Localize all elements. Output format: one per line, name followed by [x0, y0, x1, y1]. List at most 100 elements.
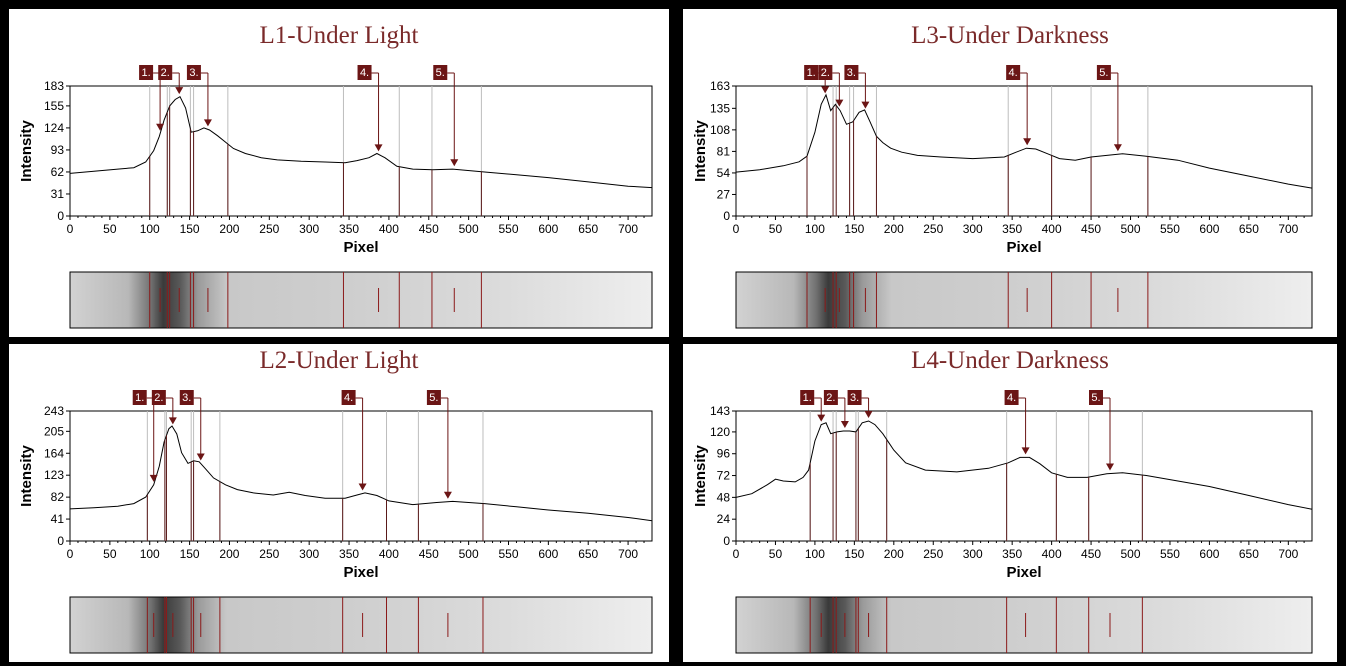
y-tick-label: 120: [710, 425, 730, 439]
peak-marker: [433, 65, 448, 80]
peak-marker-label: 3.: [847, 67, 856, 79]
y-tick-label: 0: [723, 534, 730, 548]
x-tick-label: 200: [219, 222, 239, 236]
peak-marker-label: 2.: [821, 67, 830, 79]
peak-marker: [804, 65, 819, 80]
peak-marker: [132, 390, 147, 405]
peak-marker-label: 4.: [1007, 392, 1016, 404]
peak-arrow-head: [156, 123, 165, 131]
x-tick-label: 50: [103, 222, 117, 236]
peak-marker-label: 5.: [1091, 392, 1100, 404]
gel-strip: [735, 271, 1313, 329]
gel-strip: [735, 596, 1313, 654]
x-tick-label: 400: [379, 222, 399, 236]
peak-marker: [426, 390, 441, 405]
x-tick-label: 400: [1042, 547, 1062, 561]
x-tick-label: 200: [884, 222, 904, 236]
x-tick-label: 150: [180, 222, 200, 236]
peak-marker: [158, 65, 173, 80]
y-tick-label: 205: [44, 424, 64, 438]
peak-marker-label: 5.: [429, 392, 438, 404]
y-tick-label: 31: [51, 187, 65, 201]
x-tick-label: 350: [1002, 547, 1022, 561]
peak-marker: [1089, 390, 1104, 405]
peak-arrow-head: [1021, 447, 1030, 455]
y-tick-label: 0: [723, 209, 730, 223]
peak-arrow-head: [821, 86, 830, 94]
x-tick-label: 0: [733, 547, 740, 561]
plot-area: [69, 85, 653, 217]
peak-arrow-head: [203, 119, 212, 127]
chart-svg: L1-Under Light 0 31 62 93 124 155 183 0 50 100 150 2…: [18, 22, 653, 329]
peak-arrow-head: [196, 453, 205, 461]
x-tick-label: 600: [538, 222, 558, 236]
x-axis-label: Pixel: [1006, 564, 1041, 581]
chart-title: L1-Under Light: [260, 22, 419, 49]
peak-marker-label: 1.: [803, 392, 812, 404]
x-tick-label: 700: [618, 547, 638, 561]
x-tick-label: 600: [1199, 547, 1219, 561]
x-tick-label: 700: [618, 222, 638, 236]
y-axis-label: Intensity: [692, 120, 709, 182]
x-tick-label: 500: [459, 222, 479, 236]
x-tick-label: 150: [180, 547, 200, 561]
y-tick-label: 123: [44, 468, 64, 482]
peak-marker: [341, 390, 356, 405]
x-tick-label: 250: [923, 547, 943, 561]
peak-arrow-head: [450, 159, 459, 167]
peak-arrow-head: [374, 144, 383, 152]
x-tick-label: 450: [1081, 547, 1101, 561]
plot-area: [735, 410, 1313, 542]
peak-arrow-head: [840, 421, 849, 428]
x-tick-label: 100: [140, 222, 160, 236]
y-tick-label: 163: [710, 79, 730, 93]
peak-marker-label: 5.: [1099, 67, 1108, 79]
peak-arrow-head: [861, 101, 870, 109]
x-tick-label: 650: [1239, 222, 1259, 236]
x-tick-label: 100: [805, 222, 825, 236]
x-tick-label: 300: [299, 547, 319, 561]
y-tick-label: 124: [44, 121, 64, 135]
peak-marker: [844, 65, 859, 80]
gel-strip: [69, 596, 653, 654]
x-tick-label: 500: [1121, 547, 1141, 561]
y-tick-label: 54: [717, 166, 731, 180]
peak-marker: [1096, 65, 1111, 80]
peak-marker: [1006, 65, 1021, 80]
y-tick-label: 72: [717, 469, 731, 483]
chart-title: L4-Under Darkness: [911, 347, 1109, 374]
y-tick-label: 62: [51, 165, 65, 179]
y-axis-label: Intensity: [18, 120, 35, 182]
peak-arrow-head: [149, 474, 158, 482]
x-tick-label: 300: [963, 222, 983, 236]
x-tick-label: 500: [459, 547, 479, 561]
peak-marker: [186, 65, 201, 80]
x-tick-label: 300: [963, 547, 983, 561]
peak-marker: [818, 65, 833, 80]
x-tick-label: 600: [1199, 222, 1219, 236]
peak-arrow-head: [1113, 144, 1122, 152]
peak-marker: [151, 390, 166, 405]
x-tick-label: 250: [259, 547, 279, 561]
x-tick-label: 550: [498, 222, 518, 236]
x-tick-label: 650: [578, 222, 598, 236]
x-tick-label: 350: [1002, 222, 1022, 236]
x-tick-label: 0: [733, 222, 740, 236]
peak-arrow-head: [358, 483, 367, 491]
plot-area: [735, 85, 1313, 217]
y-tick-label: 24: [717, 512, 731, 526]
x-tick-label: 200: [219, 547, 239, 561]
x-tick-label: 150: [844, 222, 864, 236]
y-tick-label: 81: [717, 144, 731, 158]
peak-arrow-head: [1106, 463, 1115, 471]
peak-marker-label: 1.: [141, 67, 150, 79]
peak-arrow-head: [817, 414, 826, 422]
x-axis-label: Pixel: [343, 239, 378, 256]
x-tick-label: 700: [1278, 222, 1298, 236]
peak-marker: [179, 390, 194, 405]
x-tick-label: 100: [140, 547, 160, 561]
x-tick-label: 350: [339, 547, 359, 561]
y-tick-label: 48: [717, 490, 731, 504]
y-tick-label: 0: [57, 534, 64, 548]
y-tick-label: 143: [710, 404, 730, 418]
